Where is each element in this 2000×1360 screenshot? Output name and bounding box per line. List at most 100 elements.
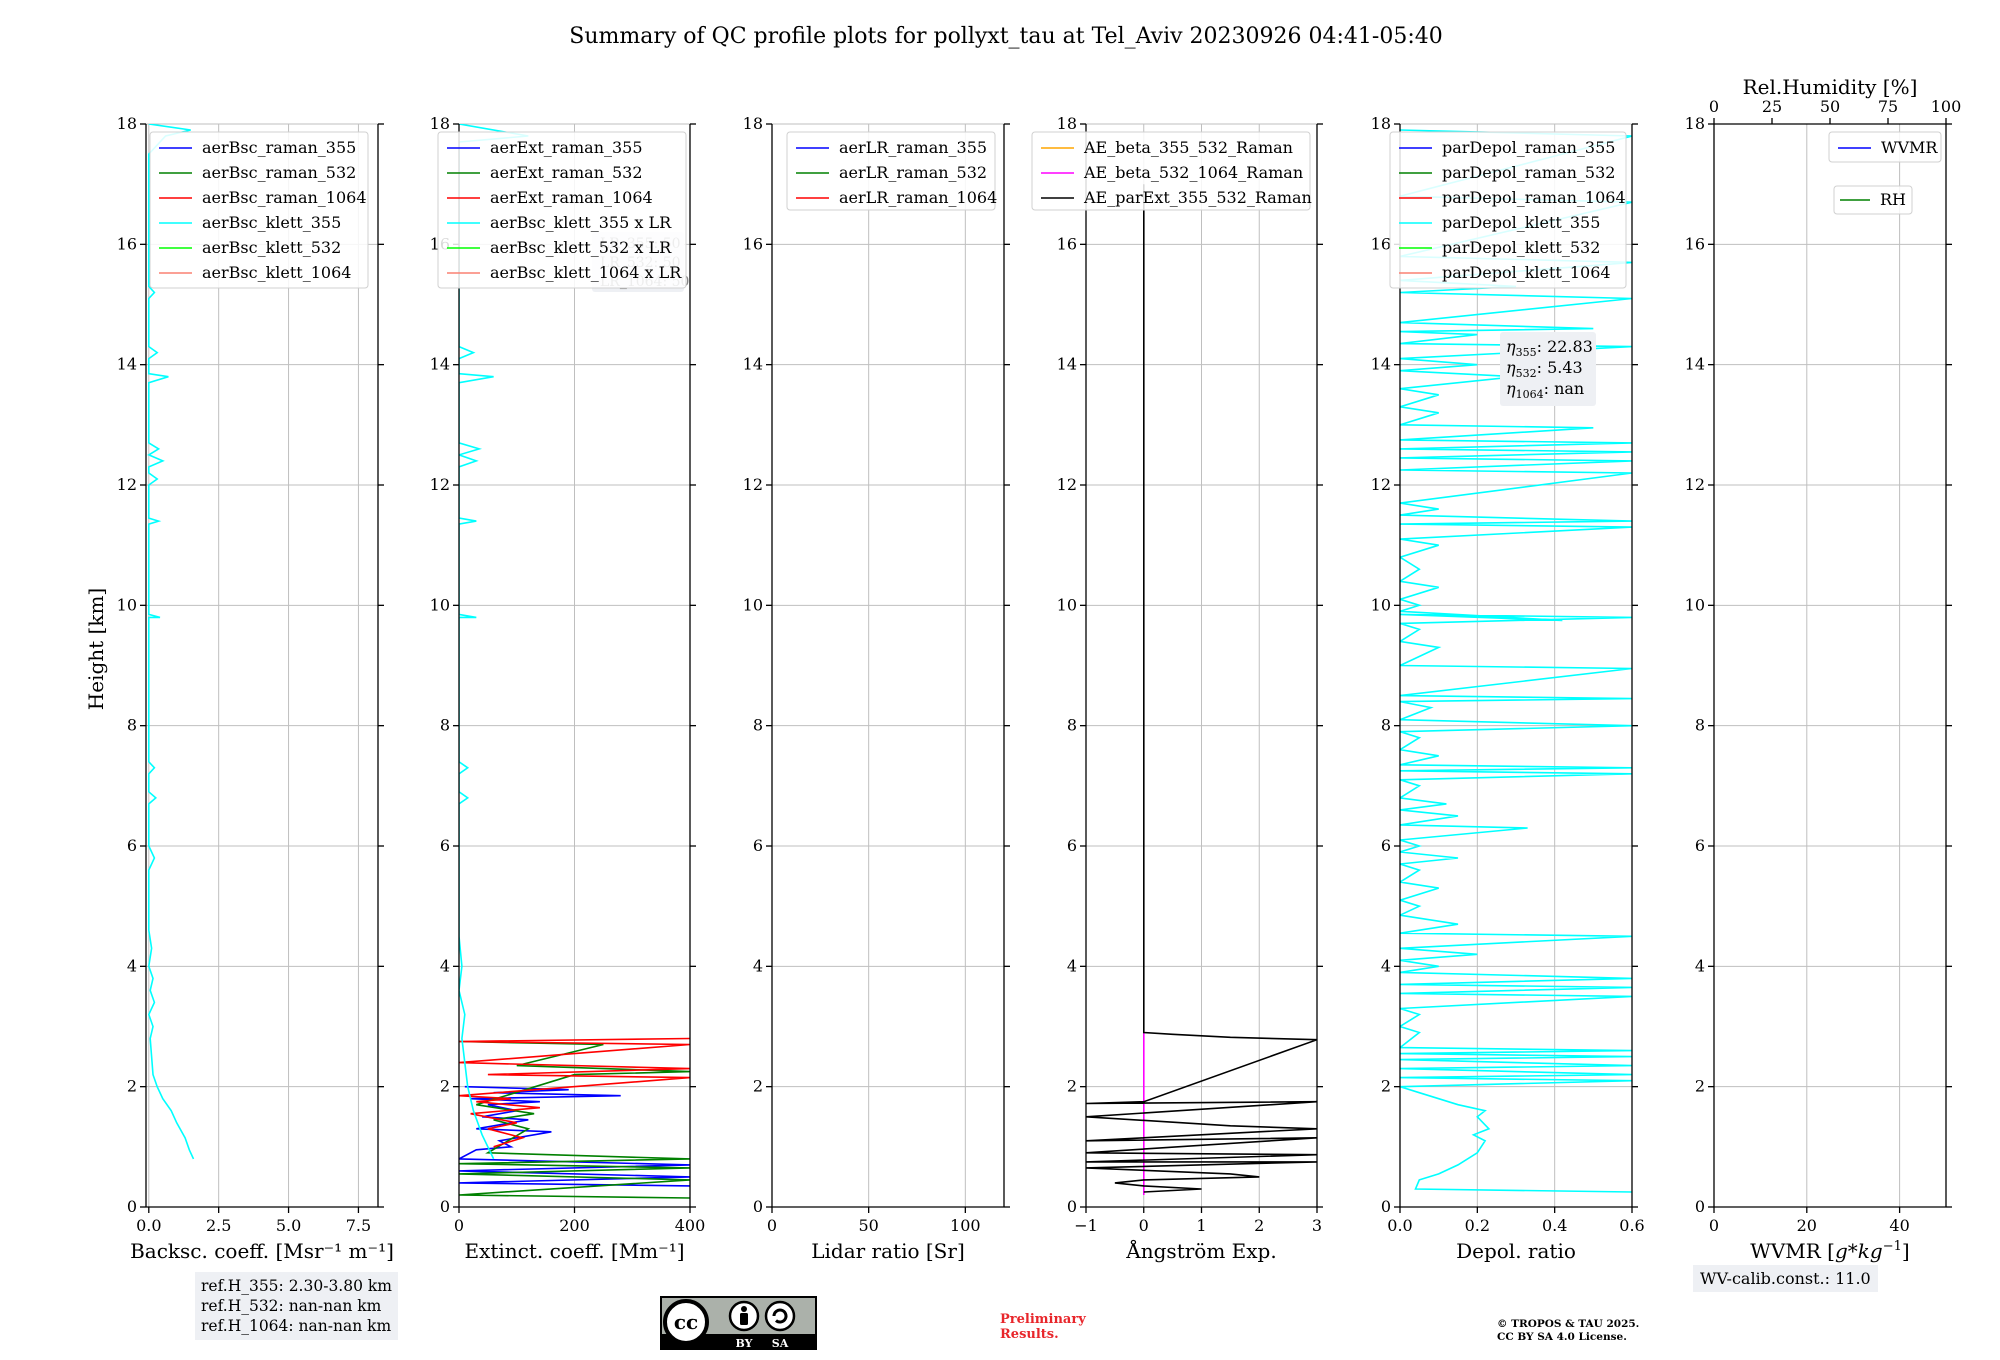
y-tick-label: 16 [743,234,763,253]
eta-value: : 22.83 [1537,337,1593,356]
y-tick-label: 4 [1381,956,1391,975]
panel-depol: 0 2 4 6 8 10 12 14 16 18 0.0 0.2 0.4 0.6 Depol. ratio p… [1371,114,1645,1263]
x-axis-label: WVMR [g*kg−1] [1750,1239,1909,1263]
legend-label: parDepol_klett_1064 [1442,263,1611,282]
x-axis-label: Extinct. coeff. [Mm⁻¹] [464,1239,684,1263]
y-tick-label: 18 [1057,114,1077,133]
y-axis-label: Height [km] [84,588,108,710]
y-tick-label: 2 [440,1077,450,1096]
x-tick-label: 0.2 [1465,1216,1490,1235]
y-tick-label: 14 [117,355,137,374]
top-x-tick-label: 0 [1709,97,1719,116]
legend: WVMR [1828,131,1942,163]
legend-rh: RH [1833,185,1913,215]
y-tick-label: 6 [753,836,763,855]
depol-annotation-box [1500,332,1596,406]
legend-label: aerBsc_klett_355 x LR [490,213,672,232]
y-tick-label: 0 [440,1197,450,1216]
y-tick-label: 16 [117,234,137,253]
y-tick-label: 8 [1695,716,1705,735]
y-tick-label: 0 [127,1197,137,1216]
y-tick-label: 0 [1381,1197,1391,1216]
by-icon-head [741,1306,747,1312]
y-tick-label: 4 [1695,956,1705,975]
copyright-line-2: CC BY SA 4.0 License. [1497,1331,1627,1343]
y-tick-label: 10 [117,595,137,614]
y-tick-label: 14 [430,355,450,374]
y-tick-label: 6 [127,836,137,855]
copyright-note: © TROPOS & TAU 2025. CC BY SA 4.0 Licens… [1497,1318,1639,1344]
legend-label: aerLR_raman_355 [839,138,987,157]
legend-box [1828,131,1942,163]
y-tick-label: 6 [440,836,450,855]
legend: AE_beta_355_532_Raman AE_beta_532_1064_Ra… [1031,131,1312,211]
eta-value: : nan [1544,379,1585,398]
y-tick-label: 6 [1381,836,1391,855]
legend-label: aerBsc_raman_532 [202,163,356,182]
legend-label: aerLR_raman_1064 [839,188,997,207]
x-tick-label: 50 [858,1216,878,1235]
y-tick-label: 8 [127,716,137,735]
series-line-aerExt_raman_355 [459,1085,690,1187]
legend-label: AE_parExt_355_532_Raman [1083,188,1312,207]
x-tick-label: 0 [454,1216,464,1235]
x-tick-label: 400 [675,1216,706,1235]
x-tick-label: −1 [1074,1216,1098,1235]
x-tick-label: 0.6 [1619,1216,1644,1235]
y-tick-label: 14 [1685,355,1705,374]
eta-value: : 5.43 [1537,358,1583,377]
legend-box [1389,131,1627,289]
eta-symbol: η [1506,337,1516,356]
y-tick-label: 12 [1371,475,1391,494]
legend-box [1833,185,1913,215]
ref-height-532: ref.H_532: nan-nan km [201,1297,382,1315]
legend-label: aerBsc_klett_1064 [202,263,351,282]
y-tick-label: 18 [117,114,137,133]
y-tick-label: 12 [1685,475,1705,494]
top-x-tick-label: 25 [1762,97,1782,116]
series-line-aerBsc_klett_355 x LR [459,124,529,1160]
x-axis-label-sup: −1 [1883,1239,1902,1254]
y-tick-label: 18 [1371,114,1391,133]
legend-label: aerLR_raman_532 [839,163,987,182]
eta-symbol: η [1506,358,1516,377]
x-tick-label: 20 [1797,1216,1817,1235]
y-tick-label: 18 [1685,114,1705,133]
y-tick-label: 8 [1067,716,1077,735]
x-tick-label: 40 [1889,1216,1909,1235]
y-tick-label: 14 [743,355,763,374]
x-axis-label-math: g*kg [1835,1239,1883,1263]
legend: aerBsc_raman_355 aerBsc_raman_532 aerBsc_r… [149,131,369,289]
sa-label: SA [772,1337,789,1350]
y-tick-label: 4 [440,956,450,975]
legend-label: RH [1880,190,1906,209]
legend-label: aerBsc_raman_355 [202,138,356,157]
legend-label: aerBsc_klett_532 [202,238,341,257]
y-tick-label: 12 [430,475,450,494]
y-tick-label: 16 [1685,234,1705,253]
ref-height-annotation: ref.H_355: 2.30-3.80 km ref.H_532: nan-n… [195,1272,398,1340]
panel-backscatter: 0 2 4 6 8 10 12 14 16 18 0.0 2.5 5.0 7.5 Backsc. coeff… [117,114,394,1263]
eta-subscript: 355 [1516,346,1537,359]
y-tick-label: 16 [1371,234,1391,253]
y-tick-label: 18 [743,114,763,133]
sa-icon-arrow [772,1308,788,1324]
ref-height-355: ref.H_355: 2.30-3.80 km [201,1277,392,1295]
depol-annotation-line: η355: 22.83 [1506,337,1593,359]
x-tick-label: 1 [1196,1216,1206,1235]
y-tick-label: 2 [1695,1077,1705,1096]
x-axis-label: Lidar ratio [Sr] [811,1239,965,1263]
y-tick-label: 0 [753,1197,763,1216]
series-line-aerBsc_klett_355 [147,124,195,1160]
x-tick-label: 5.0 [276,1216,301,1235]
legend-label: aerBsc_klett_532 x LR [490,238,672,257]
cc-by-sa-badge: cc BY SA [660,1296,817,1350]
x-axis-label: Depol. ratio [1456,1239,1576,1263]
x-tick-label: 0 [767,1216,777,1235]
legend-label: aerBsc_klett_355 [202,213,341,232]
by-label: BY [736,1337,753,1350]
legend-label: aerExt_raman_532 [490,163,643,182]
